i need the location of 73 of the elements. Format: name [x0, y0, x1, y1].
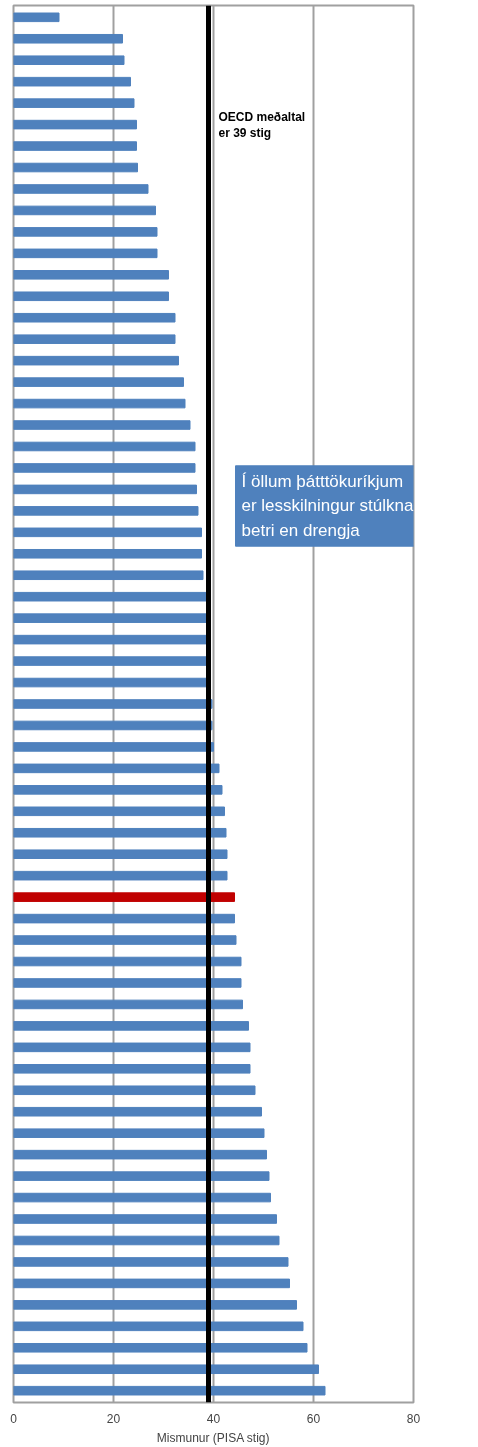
bar [13, 1085, 256, 1096]
x-axis-title: Mismunur (PISA stig) [156, 1430, 270, 1445]
bar [13, 1321, 304, 1332]
bar [13, 999, 243, 1010]
bar [13, 1149, 267, 1160]
bar [13, 55, 125, 66]
bar [13, 1364, 319, 1375]
bar [13, 548, 202, 559]
bar [13, 484, 197, 495]
bar [13, 227, 158, 237]
bar [13, 184, 149, 194]
bar [13, 141, 137, 151]
bar [13, 677, 209, 688]
bar [13, 591, 207, 602]
bar [13, 699, 213, 709]
bar [13, 1342, 308, 1353]
bar [13, 1385, 326, 1396]
bar [13, 613, 208, 623]
bar [13, 270, 169, 280]
bar [13, 398, 186, 409]
bar [13, 978, 242, 988]
bar [13, 656, 209, 666]
bar [13, 720, 213, 731]
bar [13, 892, 235, 902]
x-tick-label: 40 [206, 1411, 221, 1426]
bar [13, 463, 196, 473]
bar [13, 849, 228, 860]
bar [13, 913, 235, 924]
bar [13, 935, 237, 945]
bar [13, 806, 225, 817]
bar [13, 1106, 262, 1117]
ref-line-label: OECD meðaltal er 39 stig [218, 109, 306, 141]
bar [13, 76, 131, 87]
bar [13, 1128, 265, 1138]
bar [13, 1042, 251, 1053]
bar [13, 355, 179, 366]
bar [13, 1192, 271, 1203]
bar [13, 1300, 297, 1310]
bar [13, 634, 208, 645]
x-tick-label: 60 [306, 1411, 321, 1426]
bar [13, 506, 199, 516]
annotation: Í öllum þátttökuríkjum er lesskilningur stúlkna betri en drengja [241, 471, 415, 541]
bar [13, 291, 169, 302]
x-tick-label: 20 [106, 1411, 121, 1426]
bar [13, 1021, 249, 1031]
bar [13, 527, 202, 538]
bar [13, 763, 220, 774]
bar [13, 377, 184, 387]
bar [13, 870, 228, 881]
x-tick-label: 0 [10, 1411, 18, 1426]
bar [13, 162, 138, 173]
bar [13, 1064, 251, 1074]
bar [13, 742, 214, 752]
x-tick-label: 80 [406, 1411, 421, 1426]
bar [13, 119, 137, 130]
bar [13, 420, 191, 430]
bar [13, 1278, 290, 1289]
bar [13, 33, 123, 44]
bar [13, 12, 60, 23]
bar [13, 98, 135, 108]
bar [13, 334, 176, 344]
bar [13, 827, 227, 838]
bar [13, 205, 156, 216]
bar [13, 570, 204, 581]
bar [13, 1257, 289, 1267]
bar [13, 1235, 280, 1246]
bar [13, 785, 223, 795]
bar [13, 956, 242, 967]
bar [13, 441, 196, 452]
bar [13, 1214, 277, 1224]
bar [13, 1171, 270, 1181]
bar [13, 248, 158, 259]
bar [13, 312, 176, 323]
